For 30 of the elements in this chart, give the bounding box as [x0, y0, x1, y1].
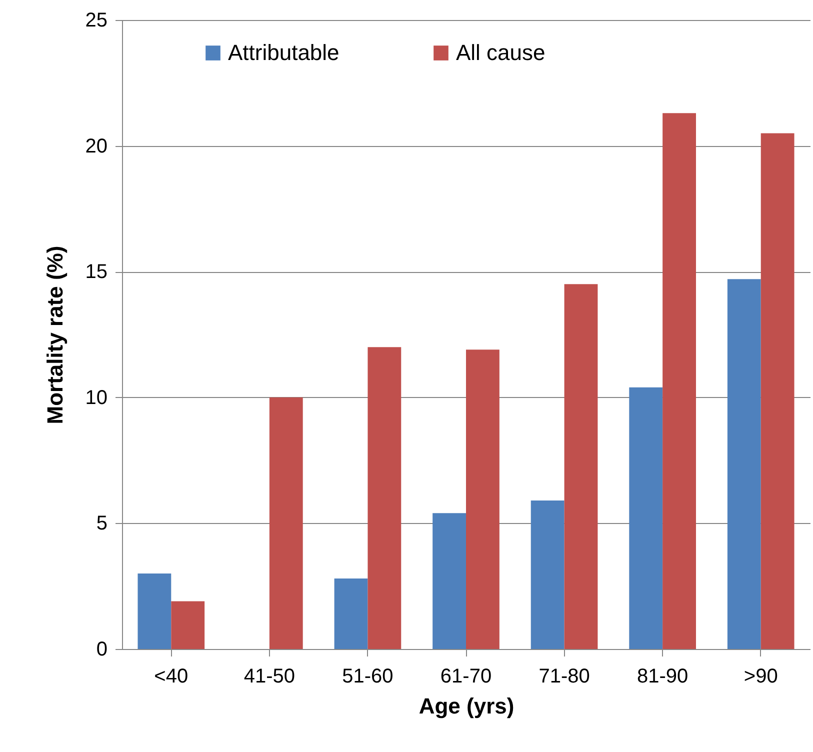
y-tick-label: 10	[85, 386, 108, 409]
bar	[760, 133, 794, 649]
bar	[432, 513, 466, 649]
x-tick-label: <40	[154, 666, 188, 688]
x-tick-label: 41-50	[244, 666, 296, 688]
y-tick-label: 15	[85, 261, 108, 284]
x-tick-label: 51-60	[342, 666, 394, 688]
x-tick-label: 61-70	[440, 666, 492, 688]
bar	[334, 578, 368, 649]
bar	[662, 113, 696, 649]
y-axis-title: Mortality rate (%)	[42, 246, 68, 424]
bar	[138, 574, 172, 649]
legend-label: Attributable	[228, 40, 340, 65]
legend-label: All cause	[456, 40, 546, 65]
x-axis-title: Age (yrs)	[418, 694, 514, 718]
y-tick-label: 20	[85, 135, 108, 158]
y-tick-label: 0	[96, 638, 108, 660]
bar	[269, 397, 303, 649]
bar	[171, 601, 205, 649]
y-tick-label: 25	[85, 10, 108, 32]
x-tick-label: 81-90	[636, 666, 688, 688]
y-tick-label: 5	[96, 512, 108, 535]
bar	[368, 347, 402, 649]
bar	[629, 387, 663, 649]
bar	[727, 279, 761, 649]
bar	[530, 500, 564, 649]
bar	[564, 284, 598, 649]
x-tick-label: 71-80	[538, 666, 590, 688]
x-tick-label: >90	[744, 666, 778, 688]
bar	[466, 350, 500, 649]
